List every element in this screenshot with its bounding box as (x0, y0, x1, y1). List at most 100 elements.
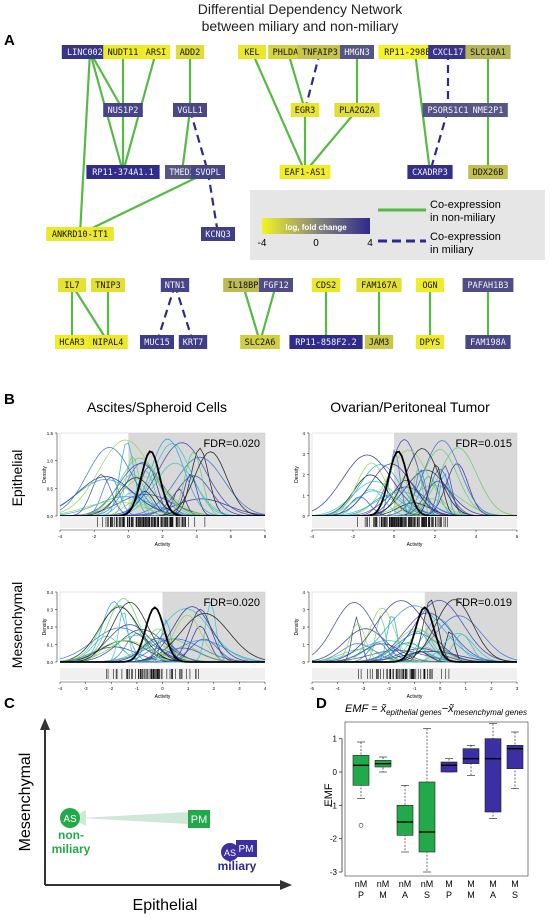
gene-node-label: CDS2 (316, 281, 336, 291)
density-xlabel: Activity (407, 694, 423, 700)
schematic-shift-arrow (80, 812, 188, 824)
gene-node-nus1p2: NUS1P2 (103, 103, 143, 117)
box-body (462, 748, 480, 764)
box-category-line1: nM (421, 879, 434, 889)
legend-dashed-text1: Co-expression (430, 231, 501, 243)
x-tick-label: 3 (238, 686, 241, 691)
panel-label-d: D (316, 695, 327, 712)
gene-node-label: EGR3 (295, 106, 315, 116)
edge-n26-n29 (71, 284, 109, 343)
density-plot-2: FDR=0.015 0 1 2 3 4 Density -4 -2 0 2 4 6 Activity (294, 431, 519, 548)
schematic-y-arrow (40, 718, 50, 730)
gene-node-box (462, 278, 514, 292)
x-tick-label: 1 (187, 686, 190, 691)
box-m-a-7: MA (484, 723, 502, 900)
gene-node-box (290, 103, 320, 117)
gene-node-box (297, 45, 343, 59)
box-category-line2: P (358, 890, 364, 900)
colorbar-tick-min: -4 (258, 238, 267, 249)
x-tick-label: -2 (351, 534, 355, 539)
density-xlabel: Activity (155, 542, 171, 548)
gene-node-label: SLC10A1 (470, 48, 506, 58)
box-m-m-6: MM (462, 744, 480, 900)
edge-n22-n24 (428, 109, 450, 173)
gene-node-dpys: DPYS (415, 335, 445, 349)
edge-n13-n16 (286, 51, 307, 111)
gene-node-add2: ADD2 (175, 45, 205, 59)
x-tick-label: 2 (434, 534, 437, 539)
x-tick-label: -4 (310, 534, 314, 539)
y-tick-label: 0 (302, 660, 305, 665)
gene-node-label: NUDT11 (108, 48, 139, 58)
y-tick-label: 2 (302, 473, 305, 478)
y-tick-label: 0.0 (47, 660, 54, 665)
edge-n30-n32 (173, 284, 195, 343)
gene-node-label: SVOPL (195, 168, 221, 178)
x-tick-label: -4 (336, 686, 340, 691)
gene-node-kcnq3: KCNQ3 (201, 227, 235, 241)
boxplot-y-tick-label: 1 (333, 735, 338, 744)
x-tick-label: 1 (464, 686, 467, 691)
density-plots: FDR=0.020 0.0 0.5 1.0 1.5 Density -4 -2 0 2 4 6 8 Act… (42, 431, 519, 700)
gene-node-label: FAM198A (470, 338, 506, 348)
gene-node-box (311, 278, 341, 292)
edge-n6-n8 (180, 109, 192, 173)
gene-node-label: TMED3 (169, 168, 195, 178)
box-category-line1: M (489, 879, 497, 889)
box-category-line2: M (379, 890, 387, 900)
gene-node-box (364, 335, 394, 349)
gene-node-box (468, 165, 508, 179)
gene-node-box (175, 45, 205, 59)
gene-node-box (407, 165, 453, 179)
box-body (352, 755, 370, 786)
gene-node-label: NIPAL4 (93, 338, 124, 348)
legend-solid-text1: Co-expression (430, 199, 501, 211)
gene-node-cds2: CDS2 (311, 278, 341, 292)
fdr-label: FDR=0.020 (203, 438, 260, 450)
edge-n17-n18 (304, 109, 358, 173)
gene-node-label: TNIP3 (95, 281, 121, 291)
x-tick-label: -3 (361, 686, 365, 691)
gene-node-box (191, 165, 225, 179)
y-tick-label: 0.1 (47, 643, 54, 648)
gene-node-label: KEL (244, 48, 259, 58)
gene-node-box (240, 335, 280, 349)
gene-node-rp11-858f2-2: RP11-858F2.2 (289, 335, 363, 349)
boxplot-y-tick-label: 0 (333, 768, 338, 777)
boxplot-ylabel: EMF (323, 783, 335, 807)
box-category-line2: A (402, 890, 408, 900)
emf-boxplot: EMF = x̃epithelial genes−x̃mesenchymal g… (323, 703, 529, 900)
x-tick-label: -1 (135, 686, 139, 691)
miliary-text: miliary (218, 859, 257, 873)
gene-node-arsi: ARSI (141, 45, 171, 59)
gene-node-label: IL18BP (228, 281, 259, 291)
gene-node-label: ANKRD10-IT1 (52, 230, 108, 240)
gene-node-box (173, 103, 207, 117)
gene-node-nme2p1: NME2P1 (468, 103, 508, 117)
gene-node-fgf12: FGF12 (259, 278, 293, 292)
gene-node-box (334, 103, 380, 117)
gene-node-vgll1: VGLL1 (173, 103, 207, 117)
gene-node-ankrd10-it1: ANKRD10-IT1 (46, 227, 114, 241)
density-plot-4: FDR=0.019 0 1 2 3 4 Density -5 -4 -3 -2 -1 0 1 2 3 Activ… (294, 590, 519, 700)
gene-node-ddx26b: DDX26B (468, 165, 508, 179)
formula-x2: x̃ (447, 703, 454, 715)
gene-node-box (86, 165, 160, 179)
density-xlabel: Activity (407, 542, 423, 548)
nonmiliary-pm-label: PM (191, 814, 208, 826)
edge-n33-n35 (241, 284, 262, 343)
density-ylabel: Density (42, 618, 48, 635)
boxplot-frame (344, 721, 529, 877)
gene-node-label: PHLDA1 (273, 48, 304, 58)
gene-node-box (201, 227, 235, 241)
box-category-line2: M (467, 890, 475, 900)
gene-node-label: ADD2 (180, 48, 200, 58)
box-m-p-5: MP (440, 758, 458, 900)
gene-node-box (165, 165, 199, 179)
gene-node-box (465, 45, 511, 59)
formula-minus: − (442, 703, 449, 715)
y-tick-label: 4 (302, 590, 305, 595)
gene-node-kel: KEL (238, 45, 266, 59)
network-legend: log, fold change -4 0 4 Co-expression in… (250, 190, 545, 260)
box-category-line1: M (467, 879, 475, 889)
